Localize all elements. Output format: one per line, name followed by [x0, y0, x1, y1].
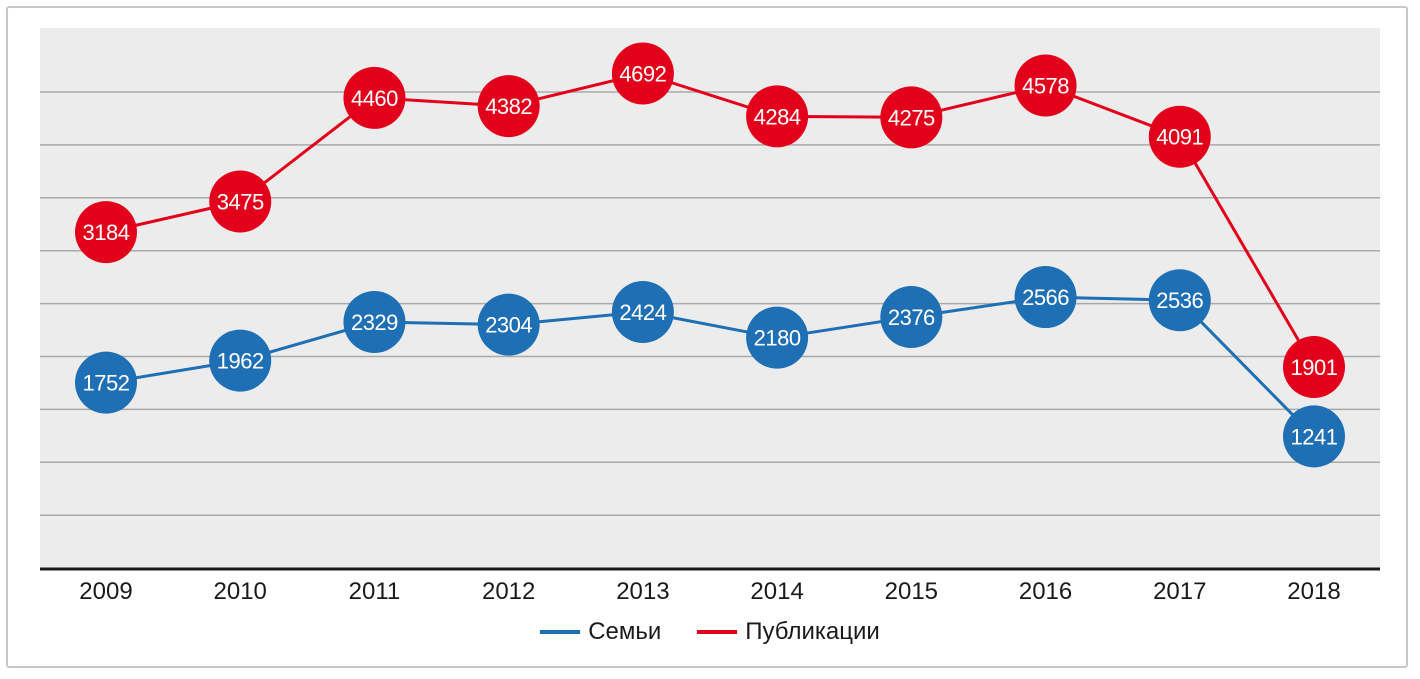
- point-marker: [1148, 105, 1211, 168]
- data-point: 3184: [75, 201, 137, 264]
- legend: Семьи Публикации: [0, 618, 1420, 646]
- point-marker: [611, 280, 674, 343]
- data-point: 2180: [746, 306, 809, 369]
- legend-swatch: [540, 630, 581, 634]
- data-label: 2376: [888, 305, 935, 330]
- point-marker: [1283, 405, 1345, 468]
- x-tick-label: 2014: [750, 578, 803, 605]
- data-point: 2424: [611, 280, 674, 343]
- data-label: 1752: [83, 371, 130, 396]
- x-tick-label: 2013: [616, 578, 669, 605]
- point-marker: [746, 85, 809, 148]
- data-label: 4692: [619, 61, 666, 86]
- point-marker: [1014, 266, 1077, 329]
- data-label: 3475: [217, 189, 264, 214]
- legend-item: Семьи: [540, 618, 661, 646]
- data-label: 1241: [1291, 424, 1338, 449]
- x-tick-label: 2011: [349, 578, 401, 605]
- x-tick-label: 2010: [214, 578, 267, 605]
- data-label: 2304: [485, 313, 532, 338]
- point-marker: [209, 329, 272, 392]
- data-point: 4382: [477, 75, 540, 138]
- data-point: 4692: [611, 42, 674, 105]
- data-point: 1241: [1283, 405, 1345, 468]
- data-point: 3475: [209, 170, 272, 233]
- legend-swatch: [697, 630, 738, 634]
- data-point: 1901: [1283, 335, 1345, 398]
- series-line: [105, 295, 1316, 438]
- data-point: 4460: [343, 66, 406, 129]
- data-label: 4091: [1156, 125, 1203, 150]
- data-label: 2536: [1156, 288, 1203, 313]
- data-label: 1901: [1291, 355, 1338, 380]
- data-label: 4578: [1022, 73, 1069, 98]
- point-marker: [75, 201, 137, 264]
- point-marker: [477, 75, 540, 138]
- point-marker: [75, 351, 137, 414]
- data-point: 1752: [75, 351, 137, 414]
- data-point: 4275: [880, 86, 943, 149]
- x-tick-label: 2017: [1153, 578, 1206, 605]
- x-tick-label: 2016: [1019, 578, 1072, 605]
- data-points: 1752 1962 2329 2304 2424 2180 2376 2566 2536 1241…: [75, 42, 1345, 468]
- legend-label: Публикации: [745, 618, 880, 645]
- point-marker: [880, 286, 943, 349]
- x-tick-label: 2012: [482, 578, 535, 605]
- x-tick-label: 2009: [79, 578, 132, 605]
- data-point: 4284: [746, 85, 809, 148]
- point-marker: [209, 170, 272, 233]
- point-marker: [880, 86, 943, 149]
- data-point: 2566: [1014, 266, 1077, 329]
- x-tick-label: 2015: [885, 578, 938, 605]
- point-marker: [746, 306, 809, 369]
- data-point: 2376: [880, 286, 943, 349]
- point-marker: [1148, 269, 1211, 332]
- data-point: 4578: [1014, 54, 1077, 117]
- point-marker: [611, 42, 674, 105]
- data-label: 4275: [888, 105, 935, 130]
- data-label: 2424: [619, 300, 666, 325]
- point-marker: [1014, 54, 1077, 117]
- data-label: 4284: [754, 104, 801, 129]
- point-marker: [1283, 335, 1345, 398]
- data-point: 2304: [477, 293, 540, 356]
- data-label: 4382: [485, 94, 532, 119]
- point-marker: [343, 66, 406, 129]
- x-tick-label: 2018: [1287, 578, 1340, 605]
- data-label: 2180: [754, 326, 801, 351]
- legend-label: Семьи: [588, 618, 662, 645]
- data-point: 2536: [1148, 269, 1211, 332]
- series-lines: [105, 72, 1316, 438]
- data-point: 1962: [209, 329, 272, 392]
- data-label: 1962: [217, 349, 264, 374]
- data-label: 2566: [1022, 285, 1069, 310]
- data-point: 4091: [1148, 105, 1211, 168]
- point-marker: [477, 293, 540, 356]
- point-marker: [343, 290, 406, 353]
- data-label: 3184: [83, 220, 130, 245]
- x-axis: 2009 2010 2011 2012 2013 2014 2015 2016 2017 2018: [40, 567, 1380, 605]
- data-label: 4460: [351, 86, 398, 111]
- data-label: 2329: [351, 310, 398, 335]
- data-point: 2329: [343, 290, 406, 353]
- series-line: [105, 72, 1316, 368]
- legend-item: Публикации: [697, 618, 880, 646]
